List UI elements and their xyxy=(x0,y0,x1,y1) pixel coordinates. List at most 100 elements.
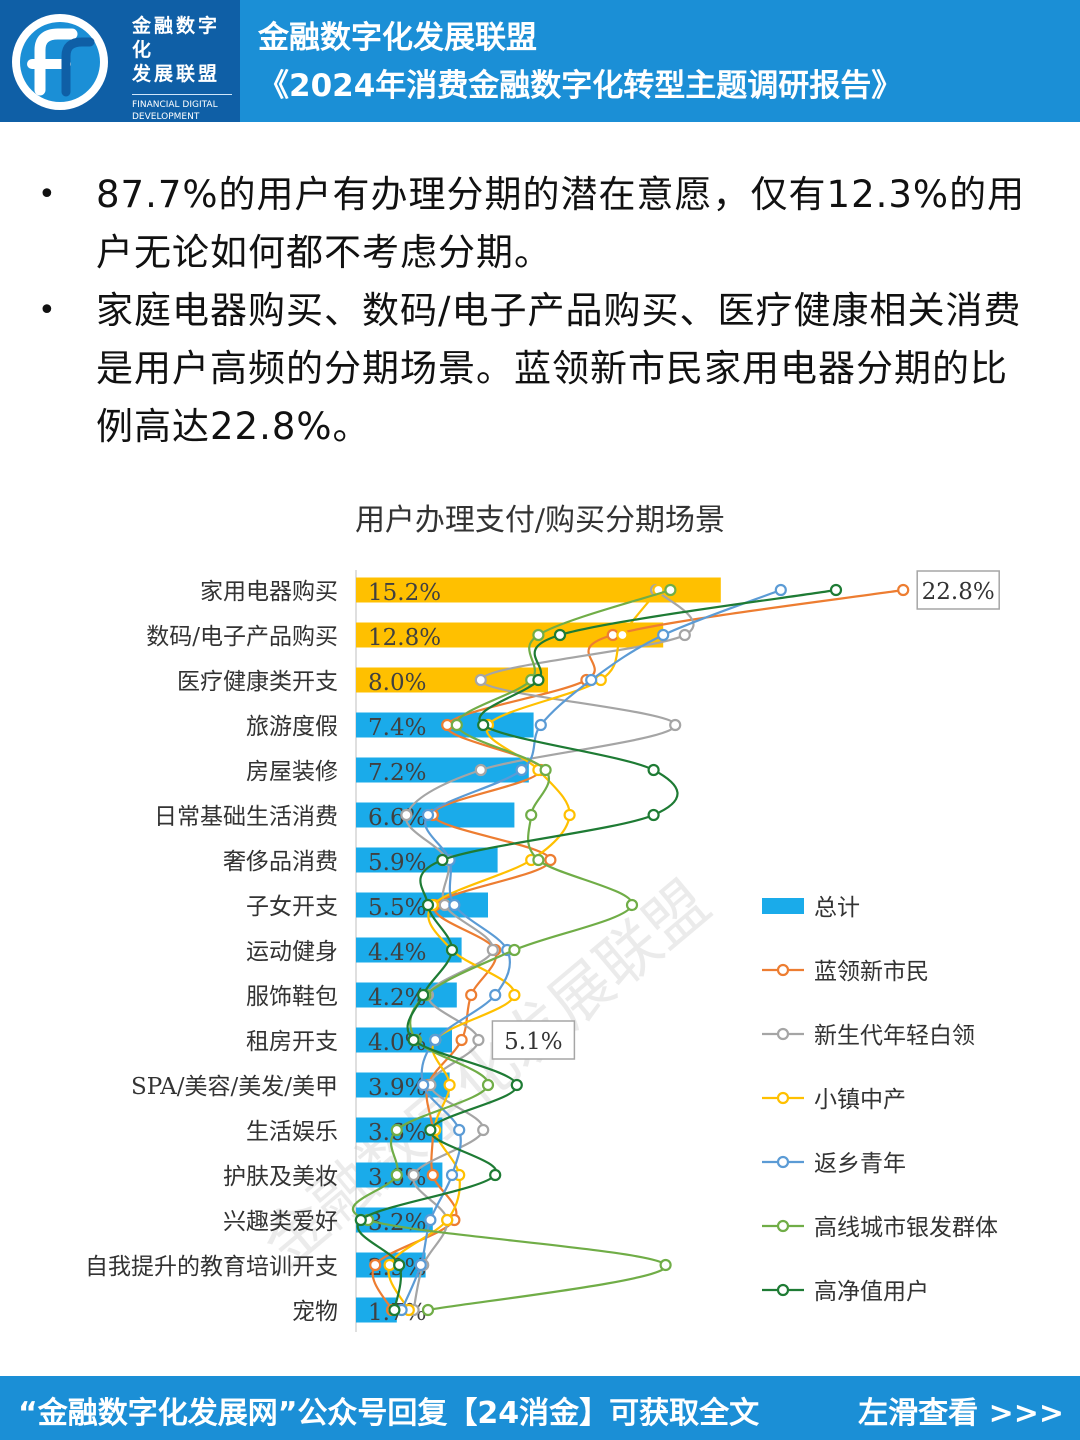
logo-en-text: FINANCIAL DIGITAL DEVELOPMENT ALLIANCE xyxy=(132,94,232,135)
series-point xyxy=(426,1168,439,1182)
series-point xyxy=(383,1258,396,1272)
callout-box xyxy=(916,570,1000,610)
series-point xyxy=(436,853,449,867)
series-point xyxy=(669,718,682,732)
series-point xyxy=(424,1213,437,1227)
series-point xyxy=(532,853,545,867)
series-point xyxy=(508,988,521,1002)
page-title: 金融数字化发展联盟 《2024年消费金融数字化转型主题调研报告》 xyxy=(258,14,902,110)
callout-label: 5.1% xyxy=(504,1029,562,1055)
series-point xyxy=(489,988,502,1002)
series-point xyxy=(450,718,463,732)
category-label: 兴趣类爱好 xyxy=(223,1209,338,1235)
series-point xyxy=(441,1213,454,1227)
bar-value-label: 5.5% xyxy=(368,895,426,921)
legend-label: 高净值用户 xyxy=(814,1279,929,1305)
series-point xyxy=(388,1303,401,1317)
bullet-dot-icon: • xyxy=(38,293,57,328)
series-point xyxy=(455,1033,468,1047)
bar-value-label: 5.9% xyxy=(368,850,426,876)
legend-label: 小镇中产 xyxy=(814,1087,906,1113)
bar-value-label: 7.2% xyxy=(368,760,426,786)
category-label: 自我提升的教育培训开支 xyxy=(85,1254,338,1280)
logo-en-line1: FINANCIAL DIGITAL xyxy=(132,100,218,110)
category-label: 服饰鞋包 xyxy=(246,984,338,1010)
series-point xyxy=(474,763,487,777)
category-label: 家用电器购买 xyxy=(200,579,338,605)
series-point xyxy=(421,898,435,912)
series-point xyxy=(647,808,660,822)
series-point xyxy=(553,628,567,642)
series-point xyxy=(390,1123,403,1137)
summary-bullets: • 87.7%的用户有办理分期的潜在意愿，仅有12.3%的用户无论如何都不考虑分… xyxy=(38,166,1038,456)
series-point xyxy=(585,673,598,687)
legend-swatch-point xyxy=(776,1219,790,1233)
bar-value-label: 7.4% xyxy=(368,715,426,741)
category-label: 宠物 xyxy=(292,1299,338,1325)
series-point xyxy=(532,673,545,687)
series-point xyxy=(508,943,521,957)
bar-value-label: 15.2% xyxy=(368,580,441,606)
series-point xyxy=(354,1213,367,1227)
series-point xyxy=(657,628,670,642)
series-point xyxy=(474,673,487,687)
logo-cn-line1: 金融数字化 xyxy=(132,15,221,61)
series-point xyxy=(659,1258,672,1272)
page-title-line2: 《2024年消费金融数字化转型主题调研报告》 xyxy=(258,68,903,104)
category-label: 子女开支 xyxy=(246,894,338,920)
series-point xyxy=(563,808,576,822)
series-point xyxy=(390,1168,403,1182)
bar-value-label: 12.8% xyxy=(368,625,441,651)
legend-swatch-point xyxy=(776,963,790,977)
category-label: 日常基础生活消费 xyxy=(154,804,338,830)
series-point xyxy=(489,1168,502,1182)
swipe-hint[interactable]: 左滑查看 >>> xyxy=(858,1396,1064,1431)
series-point xyxy=(647,763,660,777)
series-point xyxy=(445,943,459,957)
bullet-text: 87.7%的用户有办理分期的潜在意愿，仅有12.3%的用户无论如何都不考虑分期。 xyxy=(96,173,1026,274)
series-point xyxy=(369,1258,382,1272)
legend-swatch-point xyxy=(776,1155,790,1169)
bar-value-label: 6.6% xyxy=(368,805,426,831)
logo-text: 金融数字化 发展联盟 FINANCIAL DIGITAL DEVELOPMENT… xyxy=(132,14,240,135)
series-point xyxy=(606,628,619,642)
category-label: 医疗健康类开支 xyxy=(177,669,338,695)
series-line xyxy=(351,588,671,1312)
category-label: 护肤及美妆 xyxy=(223,1164,338,1190)
series-point xyxy=(443,1078,456,1092)
series-point xyxy=(897,583,910,597)
series-point xyxy=(445,1168,459,1182)
series-point xyxy=(539,763,552,777)
category-label: SPA/美容/美发/美甲 xyxy=(131,1074,338,1100)
series-point xyxy=(424,1123,437,1137)
callout-label: 22.8% xyxy=(922,579,995,605)
series-line xyxy=(405,589,695,1311)
legend-swatch-point xyxy=(776,1027,790,1041)
summary-bullet: • 家庭电器购买、数码/电子产品购买、医疗健康相关消费是用户高频的分期场景。蓝领… xyxy=(38,282,1038,456)
series-point xyxy=(616,628,629,642)
series-point xyxy=(421,808,435,822)
category-label: 租房开支 xyxy=(246,1029,338,1055)
series-point xyxy=(465,988,478,1002)
series-point xyxy=(472,1033,485,1047)
series-point xyxy=(678,628,691,642)
series-point xyxy=(664,583,677,597)
total-bar xyxy=(356,757,529,783)
legend-swatch-bar xyxy=(762,898,804,914)
series-point xyxy=(544,853,557,867)
series-point xyxy=(625,898,639,912)
alliance-logo-icon xyxy=(12,14,108,110)
series-point xyxy=(477,1123,490,1137)
series-point xyxy=(393,1258,406,1272)
series-point xyxy=(429,1033,442,1047)
series-point xyxy=(448,898,461,912)
series-point xyxy=(414,1258,427,1272)
bullet-text: 家庭电器购买、数码/电子产品购买、医疗健康相关消费是用户高频的分期场景。蓝领新市… xyxy=(96,289,1022,448)
series-point xyxy=(481,1078,495,1092)
series-point xyxy=(525,808,538,822)
series-point xyxy=(400,808,413,822)
legend-label: 蓝领新市民 xyxy=(814,959,929,985)
footer-tip: “金融数字化发展网”公众号回复【24消金】可获取全文 xyxy=(18,1396,760,1431)
page-title-line1: 金融数字化发展联盟 xyxy=(258,20,537,56)
